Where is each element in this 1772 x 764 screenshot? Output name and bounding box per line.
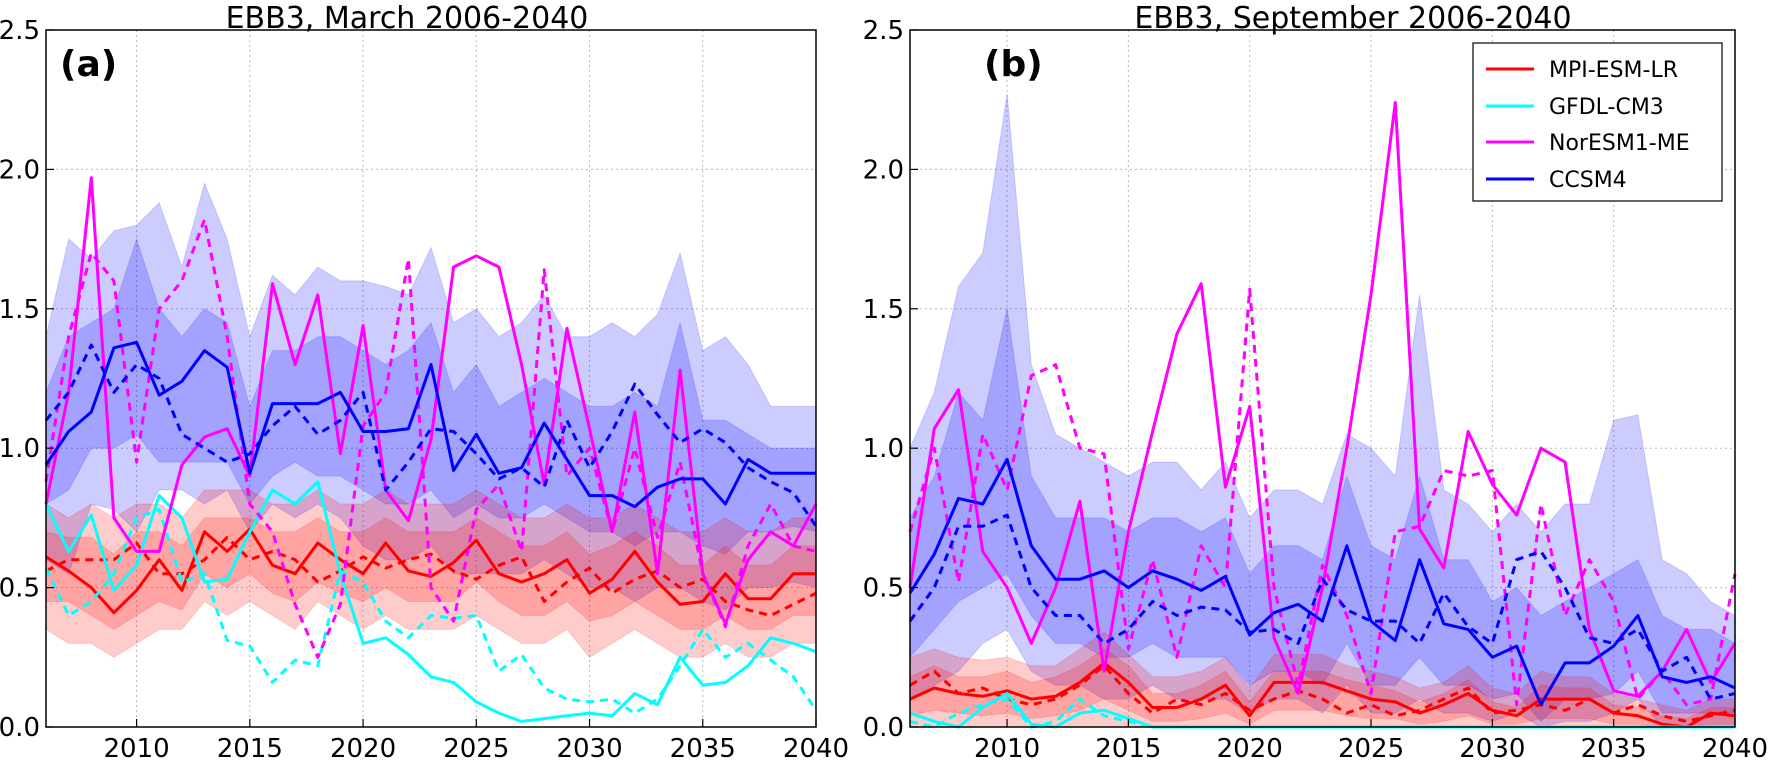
- series-line-mpi-esm-lr-dashed: [45, 535, 817, 617]
- series-line-gfdl-cm3-dashed: [909, 697, 1735, 729]
- series-line-ccsm4-solid: [44, 340, 816, 509]
- y-tick-label: 0.5: [863, 574, 904, 604]
- series-line-noresm1-me-dashed: [44, 218, 817, 659]
- legend-entry: CCSM4: [1486, 168, 1627, 193]
- y-tick-label: 2.0: [863, 155, 904, 185]
- series-line-ccsm4-solid: [908, 457, 1736, 707]
- y-tick-label: 2.0: [0, 155, 40, 185]
- y-tick-label: 2.5: [863, 16, 904, 46]
- x-tick-label: 2010: [104, 734, 170, 764]
- legend-label-ccsm4: CCSM4: [1549, 168, 1627, 193]
- legend-entry: NorESM1-ME: [1486, 131, 1690, 156]
- x-tick-label: 2040: [783, 734, 849, 764]
- series-line-gfdl-cm3-dashed: [44, 508, 818, 715]
- y-tick-label: 0.5: [0, 574, 40, 604]
- x-tick-label: 2035: [1581, 734, 1647, 764]
- y-tick-label: 2.5: [0, 16, 40, 46]
- series-line-ccsm4-dashed: [44, 343, 818, 528]
- x-tick-label: 2030: [556, 734, 622, 764]
- legend-label-noresm: NorESM1-ME: [1549, 131, 1690, 156]
- y-tick-label: 1.5: [0, 295, 40, 325]
- series-line-noresm1-me-dashed: [908, 287, 1737, 707]
- legend-entry: MPI-ESM-LR: [1486, 58, 1678, 83]
- panel-a-label: (a): [60, 44, 117, 85]
- legend-label-mpi: MPI-ESM-LR: [1549, 58, 1678, 83]
- y-tick-label: 0.0: [863, 713, 904, 743]
- x-tick-label: 2025: [443, 734, 509, 764]
- panel-a-lines: [44, 176, 818, 723]
- series-line-mpi-esm-lr-solid: [909, 661, 1736, 729]
- legend-entry: GFDL-CM3: [1486, 95, 1664, 120]
- legend: MPI-ESM-LR GFDL-CM3 NorESM1-ME CCSM4: [1472, 42, 1723, 202]
- panel-b: EBB3, September 2006-2040 2010 2015 2020 20…: [863, 1, 1768, 764]
- panel-b-frame: [909, 29, 1736, 728]
- y-tick-label: 1.0: [0, 434, 40, 464]
- x-tick-label: 2030: [1459, 734, 1525, 764]
- x-tick-label: 2040: [1702, 734, 1768, 764]
- x-tick-label: 2020: [330, 734, 396, 764]
- panel-a-frame: [45, 29, 817, 728]
- y-tick-label: 1.5: [863, 295, 904, 325]
- panel-a-ticks: 2010 2015 2020 2025 2030 2035 2040 0.0 0.5 1.0 1.5…: [0, 16, 849, 764]
- x-tick-label: 2015: [217, 734, 283, 764]
- y-tick-label: 0.0: [0, 713, 40, 743]
- x-tick-label: 2035: [670, 734, 736, 764]
- panel-a: EBB3, March 2006-2040 2010 2015 2020 2025 20…: [0, 1, 849, 764]
- series-line-gfdl-cm3-solid: [44, 480, 817, 723]
- x-tick-label: 2025: [1338, 734, 1404, 764]
- y-tick-label: 1.0: [863, 434, 904, 464]
- series-line-ccsm4-dashed: [908, 513, 1736, 701]
- x-tick-label: 2015: [1095, 734, 1161, 764]
- legend-label-gfdl: GFDL-CM3: [1549, 95, 1664, 120]
- x-tick-label: 2010: [974, 734, 1040, 764]
- series-line-mpi-esm-lr-solid: [45, 527, 816, 615]
- series-line-mpi-esm-lr-dashed: [909, 664, 1736, 723]
- panel-b-label: (b): [984, 44, 1043, 85]
- legend-box: [1472, 42, 1723, 202]
- panel-b-ticks: 2010 2015 2020 2025 2030 2035 2040 0.0 0.5 1.0 1.5…: [863, 16, 1768, 764]
- x-tick-label: 2020: [1217, 734, 1283, 764]
